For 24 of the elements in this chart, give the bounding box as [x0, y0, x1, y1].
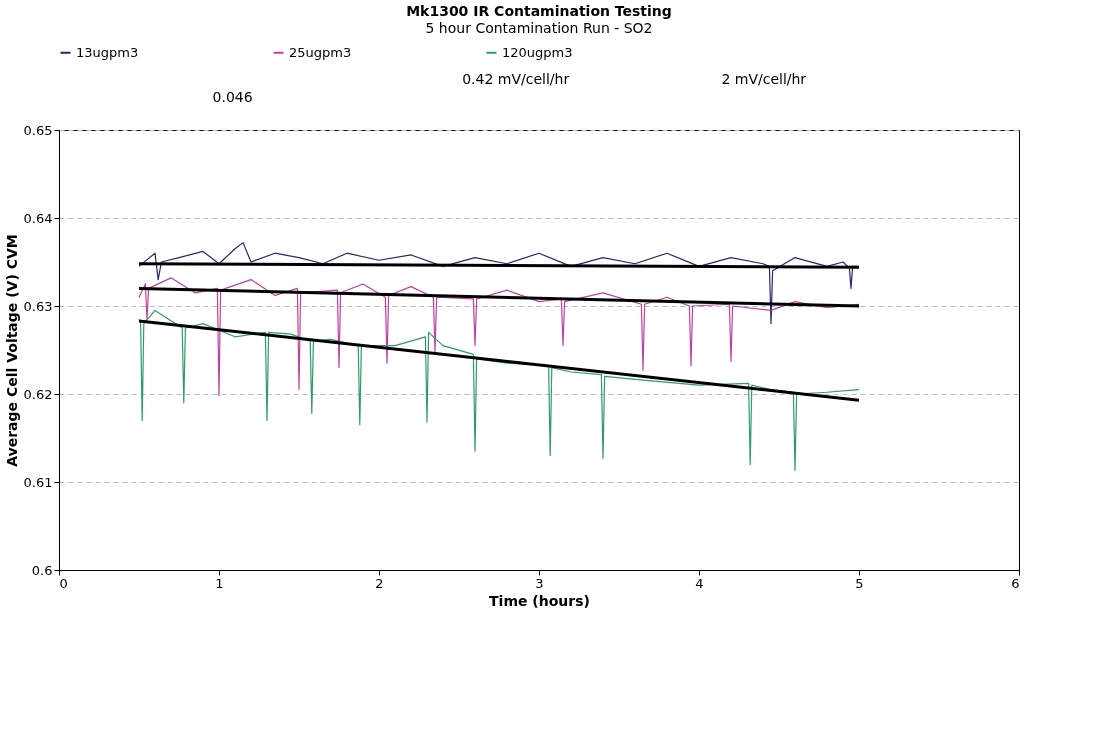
chart-subtitle: 5 hour Contamination Run - SO2 [425, 20, 653, 36]
text: 2 mV/cell/hr [721, 71, 807, 87]
text: 0.046 [212, 89, 253, 105]
x-tick-label: 2 [375, 575, 384, 591]
legend-label: 13ugpm3 [76, 44, 139, 60]
x-tick-label: 6 [1011, 575, 1020, 591]
x-tick-label: 5 [855, 575, 864, 591]
text: 0.42 mV/cell/hr [462, 71, 570, 87]
x-tick-label: 3 [535, 575, 544, 591]
x-tick-label: 0 [59, 575, 68, 591]
y-tick-label: 0.6 [31, 562, 53, 578]
x-axis-title: Time (hours) [489, 592, 590, 609]
x-tick-label: 1 [215, 575, 224, 591]
y-tick-label: 0.63 [23, 298, 53, 314]
y-tick-label: 0.61 [23, 474, 53, 490]
legend-label: 25ugpm3 [289, 44, 352, 60]
y-tick-label: 0.62 [23, 386, 53, 402]
legend-label: 120ugpm3 [502, 44, 573, 60]
y-axis-title: Average Cell Voltage (V) CVM [3, 234, 20, 467]
chart-title: Mk1300 IR Contamination Testing [406, 3, 672, 19]
y-tick-label: 0.64 [23, 210, 53, 226]
y-tick-label: 0.65 [23, 122, 53, 138]
line-series [138, 309, 860, 472]
x-tick-label: 4 [695, 575, 704, 591]
